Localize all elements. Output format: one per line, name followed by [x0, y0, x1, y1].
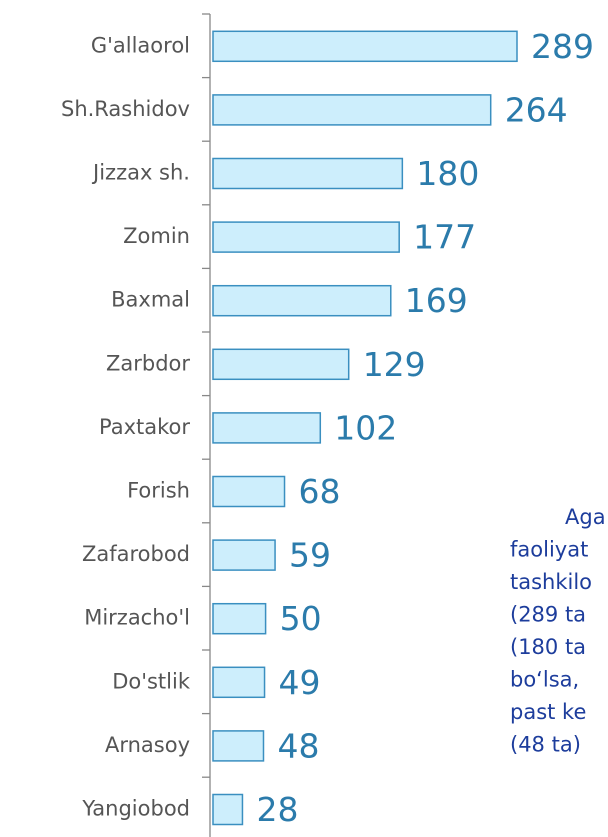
value-label: 102	[334, 408, 397, 447]
note-text: tashkilo	[510, 570, 592, 594]
bar	[212, 539, 276, 571]
category-label: Zarbdor	[106, 351, 190, 375]
category-label: Forish	[127, 479, 190, 503]
category-label: Paxtakor	[99, 415, 190, 439]
note-text: (180 ta	[510, 635, 586, 659]
category-label: Jizzax sh.	[91, 161, 190, 185]
note-text: past ke	[510, 700, 586, 724]
note-text: (289 ta	[510, 603, 586, 627]
bar	[212, 793, 244, 826]
bar	[212, 94, 492, 126]
value-label: 68	[299, 472, 341, 511]
value-label: 49	[279, 663, 321, 702]
category-label: Do'stlik	[112, 669, 191, 693]
bar	[212, 602, 267, 635]
category-label: Yangiobod	[81, 797, 190, 821]
value-label: 180	[416, 154, 479, 193]
bar	[212, 730, 265, 762]
value-label: 28	[256, 790, 298, 829]
note-text: faoliyat	[510, 538, 588, 562]
note-text: bo‘lsa,	[510, 668, 579, 692]
value-label: 129	[363, 345, 426, 384]
category-label: Zafarobod	[82, 542, 190, 566]
value-label: 50	[280, 599, 322, 638]
bar	[212, 221, 400, 253]
category-label: G'allaorol	[91, 33, 190, 57]
category-label: Arnasoy	[105, 733, 190, 757]
category-label: Zomin	[123, 224, 190, 248]
category-label: Mirzacho'l	[84, 606, 190, 630]
category-label: Sh.Rashidov	[61, 97, 190, 121]
bar	[212, 30, 518, 63]
value-label: 289	[531, 27, 594, 66]
value-label: 48	[277, 726, 319, 765]
value-label: 264	[505, 90, 568, 129]
value-label: 177	[413, 218, 476, 257]
bar	[212, 666, 266, 699]
category-label: Baxmal	[111, 288, 190, 312]
bar	[212, 348, 350, 381]
bar	[212, 412, 322, 444]
note-text: Aga	[565, 505, 606, 529]
value-label: 59	[289, 536, 331, 575]
bar	[212, 157, 404, 190]
bar	[212, 284, 392, 317]
value-label: 169	[405, 281, 468, 320]
note-text: (48 ta)	[510, 733, 581, 757]
bar	[212, 475, 286, 508]
